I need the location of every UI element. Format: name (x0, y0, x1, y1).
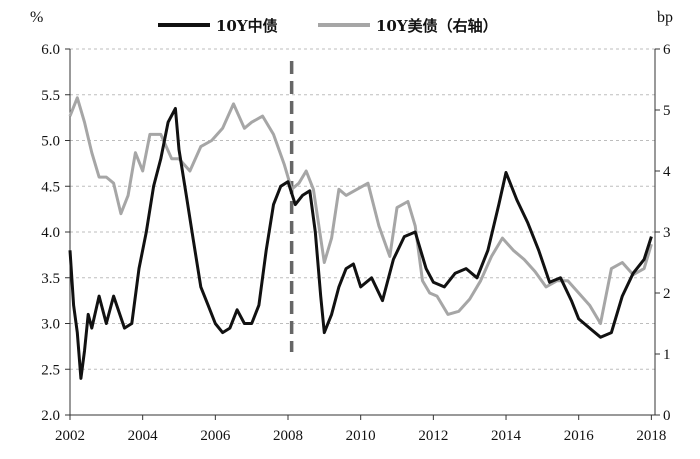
right-axis: 0 1 2 3 4 5 6 (654, 42, 671, 424)
gridlines (70, 48, 655, 370)
y-left-tick-label: 2.0 (41, 408, 60, 424)
x-tick-label: 2016 (564, 428, 595, 444)
x-tick-label: 2002 (55, 428, 85, 444)
x-tick-label: 2004 (128, 428, 159, 444)
y-left-tick-label: 6.0 (41, 42, 60, 58)
y-left-tick-label: 3.0 (41, 317, 60, 333)
y-left-tick-label: 4.5 (41, 179, 60, 195)
y-right-tick-label: 4 (663, 164, 671, 180)
series-lines (68, 96, 653, 380)
x-tick-label: 2010 (346, 428, 376, 444)
left-axis-unit: % (30, 9, 43, 26)
series-line-10y-cgb (68, 107, 653, 380)
y-left-tick-label: 5.0 (41, 134, 60, 150)
x-tick-label: 2018 (636, 428, 666, 444)
x-tick-label: 2006 (200, 428, 231, 444)
y-right-tick-label: 5 (663, 103, 671, 119)
legend: 10Y中债 10Y美债（右轴） (158, 17, 498, 35)
legend-label-cgb: 10Y中债 (216, 17, 278, 35)
x-tick-label: 2014 (491, 428, 522, 444)
y-right-tick-label: 0 (663, 408, 671, 424)
left-axis: 2.0 2.5 3.0 3.5 4.0 4.5 5.0 5.5 6.0 (41, 42, 71, 424)
x-tick-label: 2008 (273, 428, 303, 444)
y-left-tick-label: 3.5 (41, 271, 60, 287)
series-line-10y-ust (68, 96, 653, 325)
y-left-tick-label: 4.0 (41, 225, 60, 241)
y-right-tick-label: 2 (663, 286, 671, 302)
right-axis-unit: bp (657, 9, 673, 26)
y-right-tick-label: 3 (663, 225, 671, 241)
legend-label-ust: 10Y美债（右轴） (376, 17, 498, 35)
y-right-tick-label: 1 (663, 347, 671, 363)
y-left-tick-label: 5.5 (41, 88, 60, 104)
x-axis: 2002 2004 2006 2008 2010 2012 2014 2016 2018 (55, 414, 666, 444)
y-right-tick-label: 6 (663, 42, 671, 58)
y-left-tick-label: 2.5 (41, 362, 60, 378)
x-tick-label: 2012 (418, 428, 448, 444)
